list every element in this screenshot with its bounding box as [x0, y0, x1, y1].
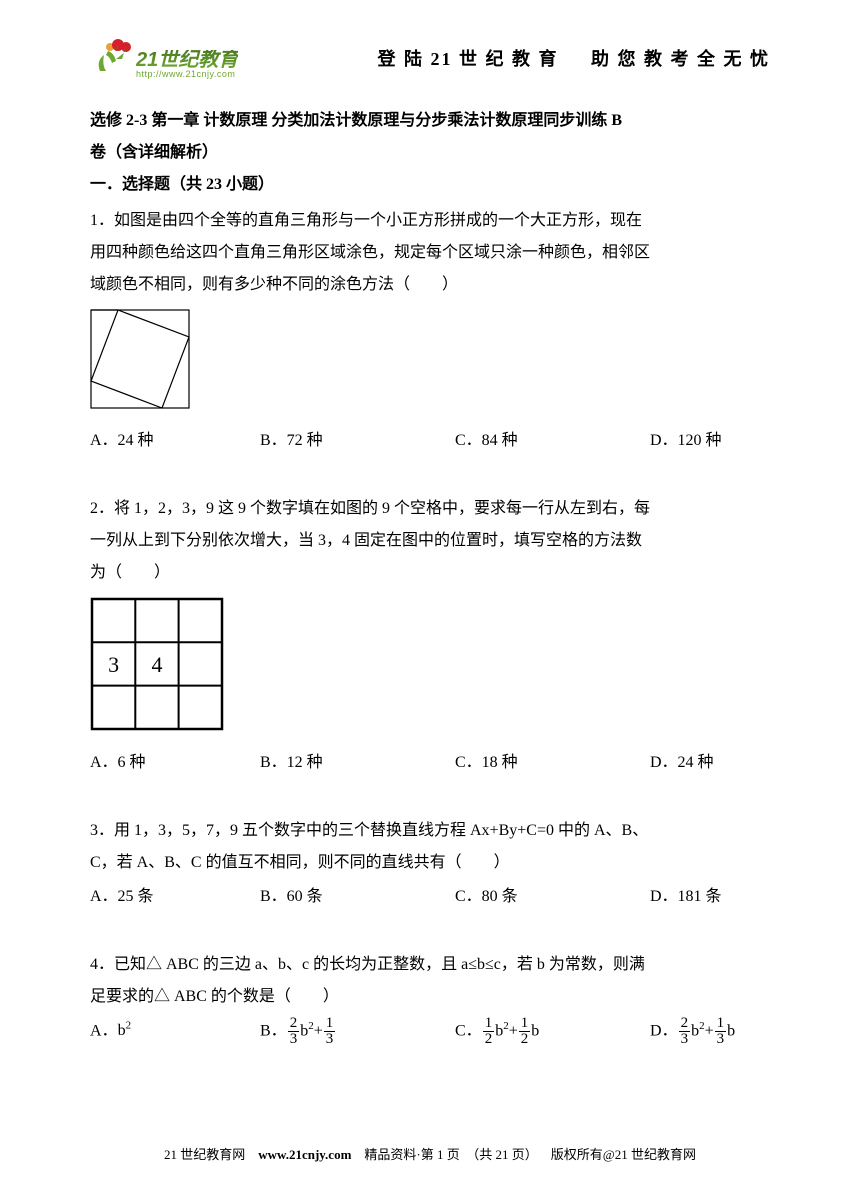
q2-option-a[interactable]: A．6 种 [90, 747, 260, 779]
q1-figure [90, 309, 770, 421]
frac-icon: 12 [519, 1016, 531, 1047]
q2-line1: 2．将 1，2，3，9 这 9 个数字填在如图的 9 个空格中，要求每一行从左到… [90, 493, 770, 525]
q1-option-a[interactable]: A．24 种 [90, 425, 260, 457]
q4-option-a[interactable]: A．b2 [90, 1015, 260, 1047]
footer-site-cn: 21 世纪教育网 [164, 1147, 245, 1162]
q4-option-c[interactable]: C．12b2+12b [455, 1015, 650, 1047]
grid-cell-4: 4 [152, 652, 163, 677]
frac-icon: 12 [483, 1016, 495, 1047]
page-header: 21世纪教育 http://www.21cnjy.com 登 陆 21 世 纪 … [0, 28, 860, 88]
footer-right: 版权所有@21 世纪教育网 [551, 1147, 696, 1162]
q4-line2: 足要求的△ ABC 的个数是（ ） [90, 981, 770, 1013]
q3-line2: C，若 A、B、C 的值互不相同，则不同的直线共有（ ） [90, 847, 770, 879]
logo: 21世纪教育 http://www.21cnjy.com [90, 37, 238, 79]
page-footer: 21 世纪教育网 www.21cnjy.com 精品资料·第 1 页 （共 21… [0, 1144, 860, 1163]
q4-line1: 4．已知△ ABC 的三边 a、b、c 的长均为正整数，且 a≤b≤c，若 b … [90, 949, 770, 981]
q3-option-d[interactable]: D．181 条 [650, 881, 770, 913]
logo-text: 21世纪教育 http://www.21cnjy.com [136, 50, 238, 79]
q4-options: A．b2 B．23b2+13 C．12b2+12b D．23b2+13b [90, 1015, 770, 1047]
frac-icon: 23 [679, 1016, 691, 1047]
q3-option-a[interactable]: A．25 条 [90, 881, 260, 913]
grid-cell-3: 3 [108, 652, 119, 677]
q1-option-b[interactable]: B．72 种 [260, 425, 455, 457]
footer-site-url[interactable]: www.21cnjy.com [258, 1147, 351, 1162]
q1-option-d[interactable]: D．120 种 [650, 425, 770, 457]
q2-line3: 为（ ） [90, 557, 770, 589]
q4a-label: A． [90, 1022, 118, 1039]
question-4: 4．已知△ ABC 的三边 a、b、c 的长均为正整数，且 a≤b≤c，若 b … [90, 949, 770, 1047]
question-1: 1．如图是由四个全等的直角三角形与一个小正方形拼成的一个大正方形，现在 用四种颜… [90, 205, 770, 457]
content-area: 选修 2-3 第一章 计数原理 分类加法计数原理与分步乘法计数原理同步训练 B … [90, 105, 770, 1047]
q2-option-d[interactable]: D．24 种 [650, 747, 770, 779]
q4a-expr: b2 [118, 1022, 132, 1039]
q4d-label: D． [650, 1022, 678, 1039]
header-tagline: 登 陆 21 世 纪 教 育 助 您 教 考 全 无 忧 [378, 45, 771, 71]
frac-icon: 13 [324, 1016, 336, 1047]
question-2: 2．将 1，2，3，9 这 9 个数字填在如图的 9 个空格中，要求每一行从左到… [90, 493, 770, 779]
q3-option-b[interactable]: B．60 条 [260, 881, 455, 913]
tagline-left: 登 陆 21 世 纪 教 育 [378, 49, 559, 69]
q2-figure: 3 4 [90, 597, 770, 743]
logo-cn-text: 21世纪教育 [136, 50, 238, 70]
q1-options: A．24 种 B．72 种 C．84 种 D．120 种 [90, 425, 770, 457]
q4b-label: B． [260, 1022, 287, 1039]
q4-option-d[interactable]: D．23b2+13b [650, 1015, 770, 1047]
q4-option-b[interactable]: B．23b2+13 [260, 1015, 455, 1047]
frac-icon: 23 [288, 1016, 300, 1047]
q1-line3: 域颜色不相同，则有多少种不同的涂色方法（ ） [90, 269, 770, 301]
q2-option-c[interactable]: C．18 种 [455, 747, 650, 779]
section-heading: 一．选择题（共 23 小题） [90, 169, 770, 201]
frac-icon: 13 [715, 1016, 727, 1047]
q3-option-c[interactable]: C．80 条 [455, 881, 650, 913]
q2-line2: 一列从上到下分别依次增大，当 3，4 固定在图中的位置时，填写空格的方法数 [90, 525, 770, 557]
q2-option-b[interactable]: B．12 种 [260, 747, 455, 779]
q1-line1: 1．如图是由四个全等的直角三角形与一个小正方形拼成的一个大正方形，现在 [90, 205, 770, 237]
footer-mid: 精品资料·第 1 页 （共 21 页） [364, 1147, 537, 1162]
q2-options: A．6 种 B．12 种 C．18 种 D．24 种 [90, 747, 770, 779]
logo-url-text: http://www.21cnjy.com [136, 70, 238, 79]
question-3: 3．用 1，3，5，7，9 五个数字中的三个替换直线方程 Ax+By+C=0 中… [90, 815, 770, 913]
q4c-label: C． [455, 1022, 482, 1039]
q1-option-c[interactable]: C．84 种 [455, 425, 650, 457]
doc-title-line2: 卷（含详细解析） [90, 137, 770, 169]
q3-line1: 3．用 1，3，5，7，9 五个数字中的三个替换直线方程 Ax+By+C=0 中… [90, 815, 770, 847]
doc-title-line1: 选修 2-3 第一章 计数原理 分类加法计数原理与分步乘法计数原理同步训练 B [90, 105, 770, 137]
logo-icon [90, 37, 132, 79]
q1-line2: 用四种颜色给这四个直角三角形区域涂色，规定每个区域只涂一种颜色，相邻区 [90, 237, 770, 269]
q3-options: A．25 条 B．60 条 C．80 条 D．181 条 [90, 881, 770, 913]
tagline-right: 助 您 教 考 全 无 忧 [591, 49, 770, 69]
